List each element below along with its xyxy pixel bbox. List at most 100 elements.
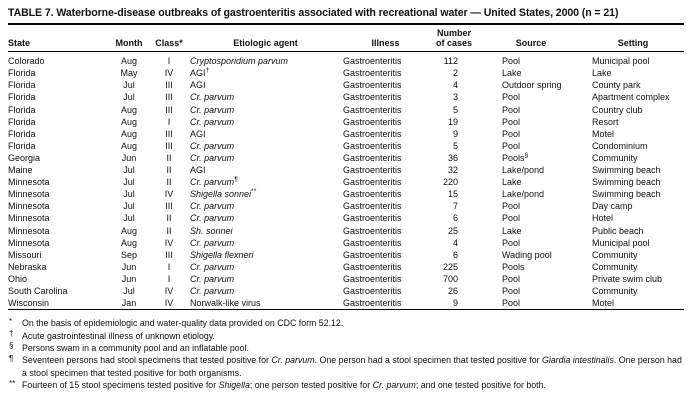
cell-agent: Sh. sonnei bbox=[190, 225, 233, 236]
cell-illness: Gastroenteritis bbox=[343, 201, 402, 212]
cell-class: IV bbox=[164, 298, 174, 309]
footnote-text: Acute gastrointestinal illness of unknow… bbox=[22, 330, 215, 341]
cell-agent: Cr. parvum¶ bbox=[190, 176, 238, 188]
cell-month: Aug bbox=[120, 56, 137, 67]
column-header-class: Class* bbox=[150, 25, 188, 53]
cell-month: Aug bbox=[120, 140, 137, 151]
cell-class: III bbox=[165, 92, 173, 103]
table-row: Florida Aug III AGI Gastroenteritis 9 Pool Mote… bbox=[8, 128, 684, 140]
cell-month: Aug bbox=[120, 237, 137, 248]
cell-state: Minnesota bbox=[8, 177, 50, 188]
cell-class: IV bbox=[164, 68, 174, 79]
cell-state: Minnesota bbox=[8, 189, 50, 200]
cell-source: Wading pool bbox=[502, 249, 552, 260]
footnote-text: . One person had a stool specimen that t… bbox=[22, 355, 682, 378]
cell-source: Lake/pond bbox=[502, 189, 545, 200]
cell-cases: 225 bbox=[442, 261, 458, 272]
cell-state: South Carolina bbox=[8, 285, 68, 296]
footnote-1: * On the basis of epidemiologic and water… bbox=[8, 317, 684, 329]
column-header-state: State bbox=[8, 25, 108, 53]
table-row: Florida Aug III Cr. parvum Gastroenteritis 5 P… bbox=[8, 140, 684, 152]
table-row: Missouri Sep III Shigella flexneri Gastroent… bbox=[8, 249, 684, 261]
cell-agent: Cr. parvum bbox=[190, 104, 235, 115]
cell-source: Pool bbox=[502, 237, 521, 248]
cell-illness: Gastroenteritis bbox=[343, 273, 402, 284]
cell-agent: Norwalk-like virus bbox=[190, 298, 261, 309]
footnote-marker: † bbox=[9, 329, 14, 339]
cell-agent: Cr. parvum bbox=[190, 285, 235, 296]
cell-class: III bbox=[165, 80, 173, 91]
cell-source: Pool bbox=[502, 128, 521, 139]
cell-class: III bbox=[165, 249, 173, 260]
cell-state: Florida bbox=[8, 92, 36, 103]
cell-setting: Private swim club bbox=[592, 273, 663, 284]
cell-setting: Public beach bbox=[592, 225, 644, 236]
cell-setting: Swimming beach bbox=[592, 165, 661, 176]
footnote-2: † Acute gastrointestinal illness of unkno… bbox=[8, 329, 684, 342]
footnote-marker: § bbox=[524, 151, 529, 159]
cell-state: Florida bbox=[8, 116, 36, 127]
cell-month: Jun bbox=[121, 273, 137, 284]
cell-class: II bbox=[166, 152, 172, 163]
cell-source: Pool bbox=[502, 213, 521, 224]
cell-source: Pool bbox=[502, 298, 521, 309]
cell-state: Florida bbox=[8, 68, 36, 79]
cell-setting: Community bbox=[592, 285, 638, 296]
footnote-3: § Persons swam in a community pool and an… bbox=[8, 341, 684, 354]
cell-source: Outdoor spring bbox=[502, 80, 562, 91]
footnote-text: Cr. parvum bbox=[271, 355, 315, 366]
cell-source: Pool bbox=[502, 104, 521, 115]
cell-setting: Municipal pool bbox=[592, 56, 650, 67]
cell-source: Pool bbox=[502, 92, 521, 103]
cell-month: Jul bbox=[123, 177, 135, 188]
column-header-setting: Setting bbox=[582, 25, 684, 53]
footnote-marker: ** bbox=[9, 378, 16, 388]
cell-agent: Cr. parvum bbox=[190, 92, 235, 103]
cell-cases: 3 bbox=[452, 92, 458, 103]
cell-class: II bbox=[166, 213, 172, 224]
cell-illness: Gastroenteritis bbox=[343, 261, 402, 272]
cell-month: Aug bbox=[120, 104, 137, 115]
cell-class: I bbox=[167, 261, 171, 272]
cell-illness: Gastroenteritis bbox=[343, 116, 402, 127]
cell-agent: Shigella flexneri bbox=[190, 249, 254, 260]
cell-illness: Gastroenteritis bbox=[343, 104, 402, 115]
table-row: Ohio Jun I Cr. parvum Gastroenteritis 700 Pool… bbox=[8, 273, 684, 285]
table-row: Minnesota Jul IV Shigella sonnei** Gastroent… bbox=[8, 188, 684, 200]
footnote-text: Fourteen of 15 stool specimens tested po… bbox=[22, 380, 219, 391]
cell-month: Jun bbox=[121, 261, 137, 272]
table-row: Minnesota Jul II Cr. parvum Gastroenteritis 6… bbox=[8, 212, 684, 224]
footnote-marker: † bbox=[205, 67, 210, 75]
column-header-illness: Illness bbox=[343, 25, 428, 53]
cell-month: Aug bbox=[120, 128, 137, 139]
table-row: Minnesota Aug IV Cr. parvum Gastroenteritis 4… bbox=[8, 237, 684, 249]
cell-class: III bbox=[165, 140, 173, 151]
outbreaks-table: State Month Class* Etiologic agent Illness Nu… bbox=[8, 25, 684, 311]
cell-class: I bbox=[167, 273, 171, 284]
cell-setting: Day camp bbox=[592, 201, 633, 212]
cell-class: IV bbox=[164, 285, 174, 296]
cell-cases: 6 bbox=[452, 213, 458, 224]
footnote-marker: ¶ bbox=[9, 353, 14, 363]
cell-illness: Gastroenteritis bbox=[343, 237, 402, 248]
cell-source: Pool bbox=[502, 140, 521, 151]
column-header-number-of-cases: Number of cases bbox=[428, 25, 480, 53]
cell-agent: Cr. parvum bbox=[190, 261, 235, 272]
cell-illness: Gastroenteritis bbox=[343, 249, 402, 260]
cell-setting: Swimming beach bbox=[592, 189, 661, 200]
cell-month: Jul bbox=[123, 213, 135, 224]
footnote-marker: ¶ bbox=[234, 176, 238, 184]
cell-class: II bbox=[166, 177, 172, 188]
cell-state: Georgia bbox=[8, 152, 41, 163]
cell-cases: 15 bbox=[447, 189, 458, 200]
cell-state: Florida bbox=[8, 128, 36, 139]
table-row: Nebraska Jun I Cr. parvum Gastroenteritis 225… bbox=[8, 261, 684, 273]
cell-agent: AGI bbox=[190, 128, 206, 139]
column-header-month: Month bbox=[108, 25, 150, 53]
footnote-text: ; one person tested positive for bbox=[249, 380, 373, 391]
cell-setting: Swimming beach bbox=[592, 177, 661, 188]
cell-cases: 2 bbox=[452, 68, 458, 79]
table-row: Minnesota Jul III Cr. parvum Gastroenteritis… bbox=[8, 200, 684, 212]
cell-month: Jul bbox=[123, 189, 135, 200]
